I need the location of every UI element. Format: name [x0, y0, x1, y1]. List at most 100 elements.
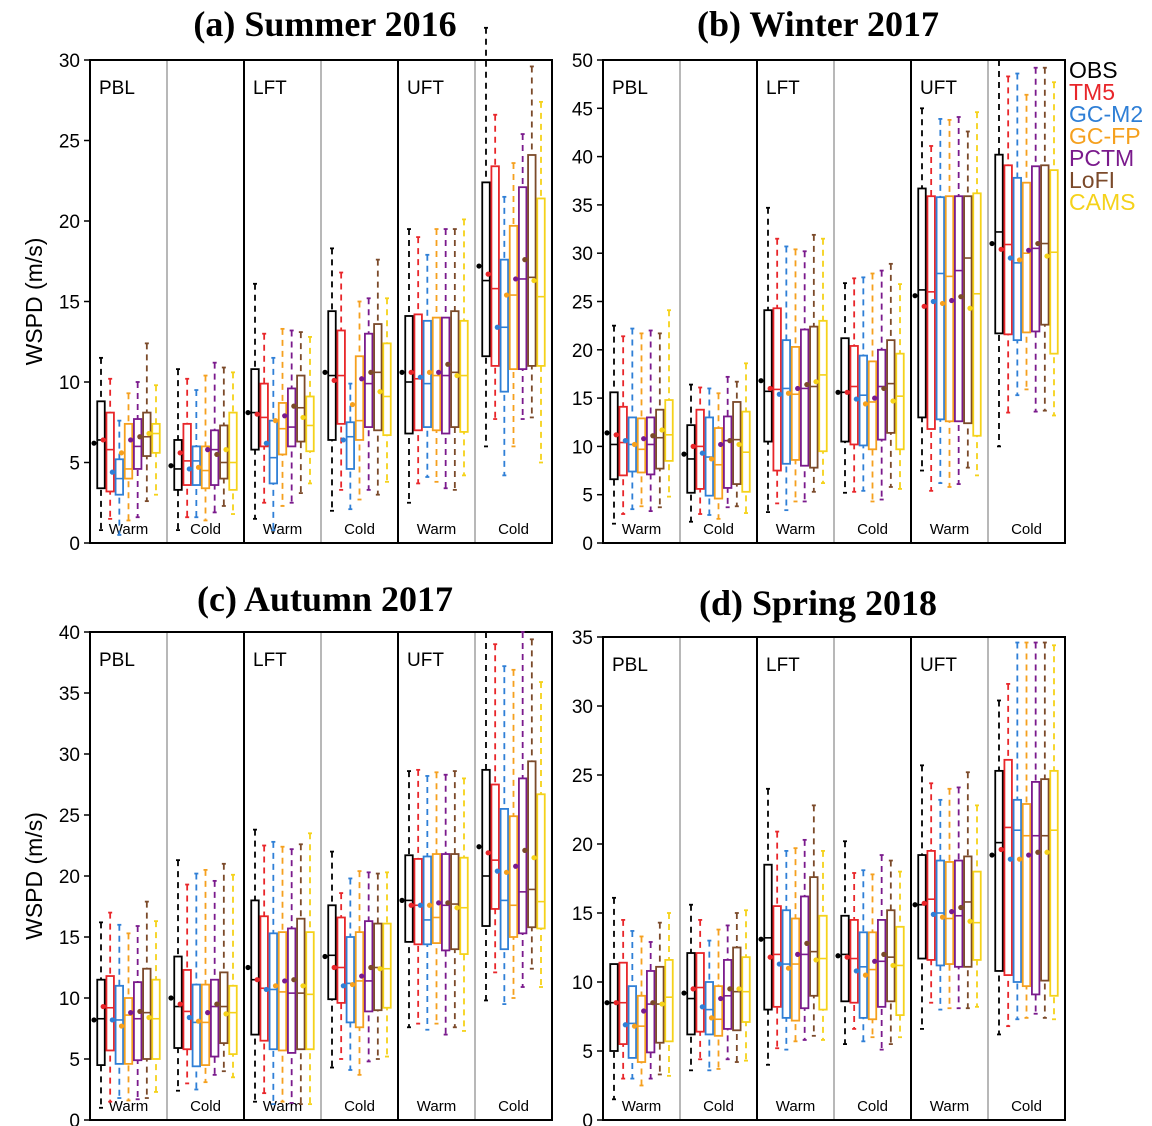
y-tick-label: 40	[59, 623, 80, 644]
iqr-box	[695, 952, 705, 1033]
regime-label: Cold	[857, 1098, 888, 1115]
mean-point	[736, 986, 742, 992]
iqr-box	[200, 445, 211, 490]
box-TM5	[100, 377, 115, 520]
box-LoFI	[137, 900, 152, 1099]
layer-label: UFT	[407, 78, 444, 99]
box-PCTM	[205, 361, 220, 514]
box-TM5	[844, 277, 859, 493]
mean-point	[168, 995, 174, 1001]
layer-label: PBL	[612, 78, 648, 99]
iqr-box	[481, 768, 491, 927]
regime-label: Warm	[930, 1098, 969, 1115]
box-GC-M2	[930, 118, 945, 485]
box-CAMS	[146, 384, 161, 496]
mean-point	[989, 240, 995, 247]
mean-point	[245, 964, 251, 971]
mean-point	[835, 389, 841, 395]
iqr-box	[518, 186, 528, 371]
regime-label: Cold	[498, 1098, 529, 1115]
mean-point	[613, 432, 619, 438]
iqr-box	[305, 395, 315, 453]
mean-point	[282, 413, 288, 419]
iqr-box	[944, 195, 955, 423]
iqr-box	[518, 777, 528, 935]
mean-point	[146, 1014, 152, 1021]
mean-point	[690, 443, 696, 449]
mean-point	[1016, 257, 1023, 263]
mean-point	[322, 369, 328, 375]
mean-point	[408, 369, 414, 375]
mean-point	[862, 401, 869, 407]
iqr-box	[1021, 181, 1032, 334]
iqr-box	[1031, 781, 1041, 996]
mean-point	[1035, 849, 1041, 855]
mean-point	[622, 438, 628, 444]
regime-label: Cold	[190, 521, 221, 538]
mean-point	[195, 464, 202, 470]
mean-point	[282, 978, 288, 984]
mean-point	[930, 298, 936, 305]
box-GC-FP	[1016, 93, 1032, 391]
y-tick-label: 25	[59, 132, 80, 153]
mean-point	[322, 953, 328, 960]
mean-point	[349, 401, 356, 408]
box-LoFI	[881, 859, 896, 1045]
box-OBS	[399, 228, 414, 504]
regime-label: Cold	[190, 1098, 221, 1115]
iqr-box	[250, 899, 260, 1036]
y-tick-label: 35	[572, 196, 593, 217]
iqr-box	[508, 815, 519, 938]
box-PCTM	[282, 848, 297, 1104]
iqr-box	[508, 224, 519, 371]
iqr-box	[490, 165, 500, 367]
iqr-box	[1040, 164, 1050, 326]
box-PCTM	[282, 329, 297, 504]
mean-point	[445, 361, 451, 367]
regime-label: Cold	[703, 1098, 734, 1115]
mean-point	[813, 379, 819, 385]
iqr-box	[105, 411, 115, 493]
box-GC-M2	[699, 387, 714, 516]
box-OBS	[168, 368, 183, 532]
box-OBS	[758, 206, 773, 513]
mean-point	[718, 995, 724, 1002]
box-GC-FP	[272, 845, 288, 1103]
regime-label: Warm	[622, 1098, 661, 1115]
iqr-box	[781, 339, 791, 465]
box-PCTM	[795, 250, 810, 503]
mean-point	[998, 846, 1004, 853]
regime-label: Warm	[930, 521, 969, 538]
box-CAMS	[454, 218, 469, 477]
regime-label: Warm	[109, 521, 148, 538]
iqr-box	[305, 931, 315, 1051]
mean-point	[631, 441, 638, 448]
box-CAMS	[377, 297, 392, 483]
iqr-box	[1021, 803, 1032, 988]
iqr-box	[664, 959, 674, 1043]
mean-point	[205, 447, 211, 453]
box-LoFI	[958, 771, 973, 1010]
box-OBS	[476, 26, 491, 448]
iqr-box	[210, 429, 220, 486]
mean-point	[91, 440, 97, 446]
iqr-box	[450, 853, 460, 951]
box-OBS	[476, 631, 491, 1002]
iqr-box	[809, 876, 819, 997]
iqr-box	[994, 769, 1004, 972]
box-GC-FP	[1016, 641, 1032, 1019]
regime-label: Warm	[417, 1098, 456, 1115]
iqr-box	[210, 978, 220, 1058]
mean-point	[454, 905, 460, 911]
iqr-box	[268, 419, 278, 485]
box-CAMS	[736, 362, 751, 514]
iqr-box	[422, 855, 432, 946]
mean-point	[1044, 849, 1050, 855]
box-TM5	[331, 892, 346, 1060]
iqr-box	[849, 919, 859, 1004]
iqr-box	[490, 783, 500, 910]
iqr-box	[250, 368, 260, 451]
box-CAMS	[736, 909, 751, 1062]
iqr-box	[790, 917, 801, 1022]
box-OBS	[245, 828, 260, 1103]
